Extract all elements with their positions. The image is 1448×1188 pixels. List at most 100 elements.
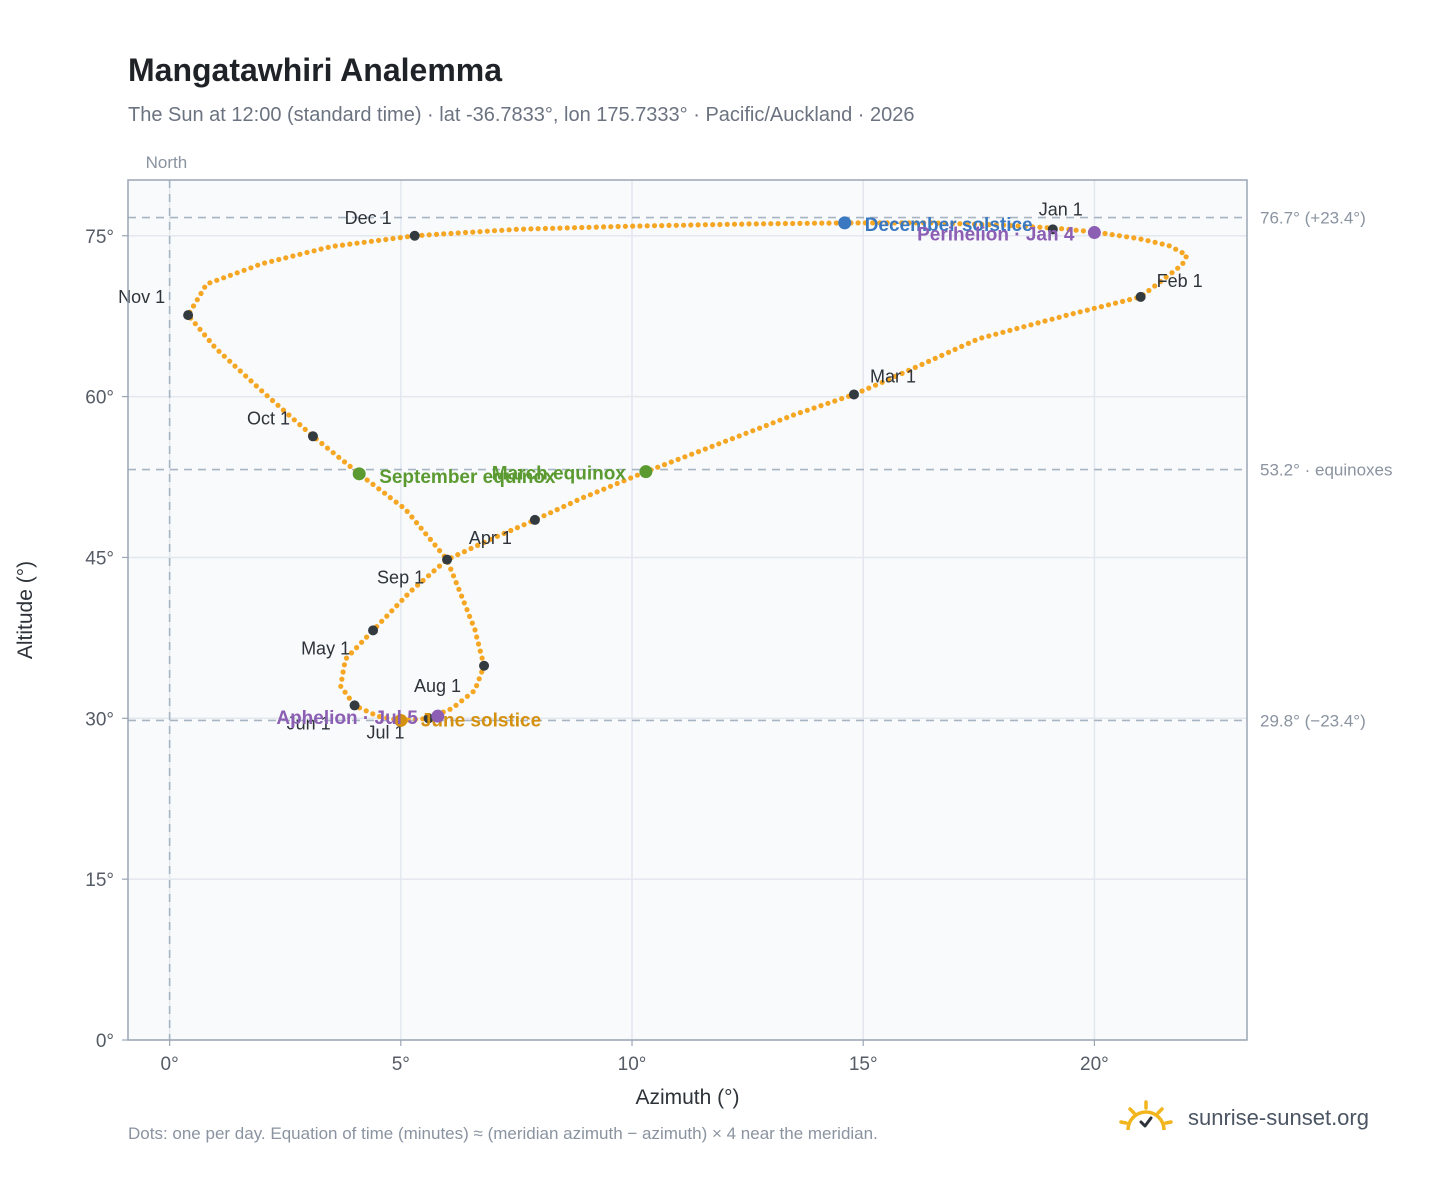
daily-sun-dot — [571, 225, 578, 231]
daily-sun-dot — [593, 224, 599, 230]
daily-sun-dot — [886, 376, 892, 382]
daily-sun-dot — [359, 639, 365, 645]
daily-sun-dot — [770, 420, 776, 426]
reference-label: 29.8° (−23.4°) — [1260, 711, 1366, 730]
daily-sun-dot — [1180, 260, 1186, 266]
daily-sun-dot — [190, 303, 197, 309]
daily-sun-dot — [912, 364, 918, 370]
daily-sun-dot — [477, 229, 483, 235]
reference-label: 53.2° · equinoxes — [1260, 461, 1393, 480]
reference-label: 76.7° (+23.4°) — [1260, 209, 1366, 228]
month-marker-dot — [368, 625, 379, 636]
daily-sun-dot — [1145, 238, 1151, 244]
daily-sun-dot — [389, 608, 395, 614]
daily-sun-dot — [418, 525, 424, 531]
daily-sun-dot — [1120, 298, 1126, 304]
daily-sun-dot — [986, 222, 992, 228]
daily-sun-dot — [259, 388, 265, 394]
daily-sun-dot — [753, 221, 759, 227]
daily-sun-dot — [1163, 274, 1169, 280]
daily-sun-dot — [819, 220, 825, 226]
daily-sun-dot — [461, 600, 467, 606]
daily-sun-dot — [384, 613, 390, 619]
daily-sun-dot — [501, 530, 507, 537]
daily-sun-dot — [513, 226, 519, 232]
daily-sun-dot — [461, 549, 467, 555]
month-marker-label: Sep 1 — [377, 568, 424, 588]
daily-sun-dot — [811, 220, 818, 226]
daily-sun-dot — [1084, 307, 1090, 313]
daily-sun-dot — [832, 398, 838, 404]
daily-sun-dot — [750, 428, 756, 434]
daily-sun-dot — [784, 415, 790, 421]
daily-sun-dot — [797, 220, 803, 226]
daily-sun-dot — [448, 566, 454, 572]
daily-sun-dot — [455, 552, 461, 558]
daily-sun-dot — [957, 221, 963, 227]
daily-sun-dot — [790, 220, 796, 227]
daily-sun-dot — [567, 500, 574, 507]
daily-sun-dot — [248, 265, 254, 271]
daily-sun-dot — [594, 489, 600, 495]
daily-sun-dot — [202, 284, 208, 290]
daily-sun-dot — [462, 229, 469, 236]
reference-lines: North 76.7° (+23.4°) 53.2° · equinoxes 29.8… — [128, 153, 1393, 1040]
daily-sun-dot — [459, 593, 465, 599]
daily-sun-dot — [499, 227, 505, 233]
daily-sun-dot — [1030, 224, 1036, 230]
x-tick-label: 5° — [392, 1054, 410, 1075]
daily-sun-dot — [615, 223, 621, 230]
meridian-label: North — [146, 153, 188, 172]
daily-sun-dot — [965, 340, 972, 346]
event-marker-dot — [352, 467, 366, 481]
daily-sun-dot — [455, 230, 461, 236]
daily-sun-dot — [710, 222, 716, 228]
daily-sun-dot — [474, 683, 480, 689]
daily-sun-dot — [892, 373, 899, 379]
daily-sun-dot — [318, 246, 324, 252]
daily-sun-dot — [330, 450, 336, 456]
daily-sun-dot — [427, 536, 433, 543]
daily-sun-dot — [935, 220, 941, 226]
event-marker-dot — [838, 216, 852, 230]
event-marker-dot — [431, 709, 445, 723]
x-tick-label: 10° — [618, 1054, 647, 1075]
daily-sun-dot — [1021, 324, 1027, 330]
daily-sun-dot — [370, 711, 376, 717]
daily-sun-dot — [241, 267, 247, 273]
daily-sun-dot — [1042, 318, 1048, 324]
daily-sun-dot — [211, 343, 217, 349]
daily-sun-dot — [409, 514, 415, 520]
daily-sun-dot — [404, 592, 410, 598]
daily-sun-dot — [456, 586, 462, 592]
daily-sun-dot — [608, 224, 614, 230]
daily-sun-dot — [341, 459, 348, 465]
y-tick-label: 75° — [85, 227, 114, 248]
daily-sun-dot — [264, 393, 270, 399]
brand[interactable]: sunrise-sunset.org — [1118, 1100, 1369, 1136]
daily-sun-dot — [399, 503, 405, 510]
daily-sun-dot — [661, 462, 668, 468]
daily-sun-dot — [1056, 314, 1062, 320]
daily-sun-dot — [453, 702, 459, 708]
daily-sun-dot — [993, 222, 999, 228]
daily-sun-dot — [413, 520, 420, 526]
daily-sun-dot — [1112, 300, 1119, 306]
daily-sun-dot — [340, 669, 346, 675]
daily-sun-dot — [859, 388, 865, 394]
daily-sun-dot — [475, 542, 481, 549]
daily-sun-dot — [364, 634, 370, 640]
month-marker-dot — [442, 554, 453, 565]
y-tick-label: 45° — [85, 548, 114, 569]
month-marker-dot — [479, 660, 490, 671]
daily-sun-dot — [1080, 228, 1086, 234]
daily-sun-dot — [304, 249, 310, 256]
daily-sun-dot — [255, 262, 261, 268]
y-tick-label: 30° — [85, 709, 114, 730]
daily-sun-dot — [368, 238, 374, 244]
daily-sun-dot — [423, 531, 429, 537]
daily-sun-dot — [342, 689, 348, 695]
daily-sun-dot — [433, 231, 440, 237]
daily-sun-dot — [420, 577, 426, 584]
